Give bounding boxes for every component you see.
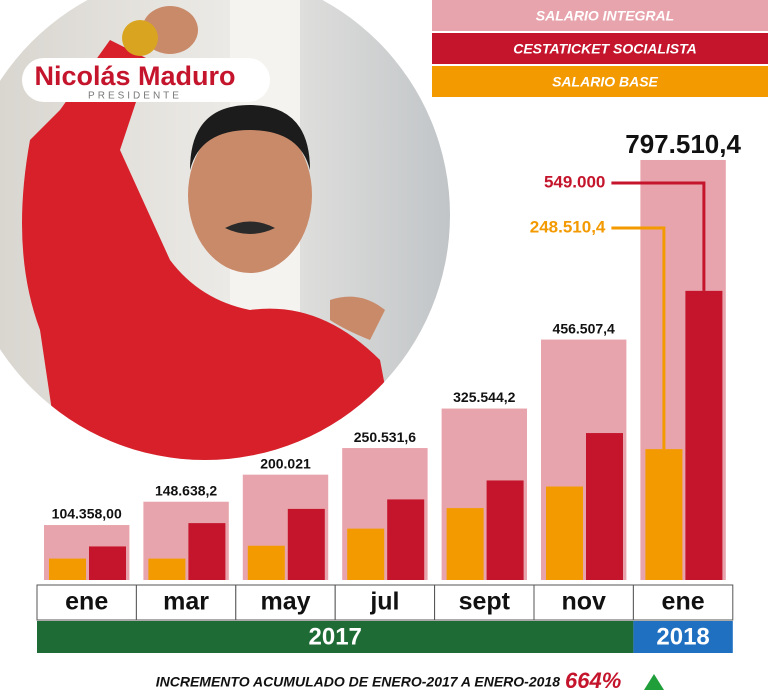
- year-label: 2018: [656, 623, 709, 650]
- category-cell: [36, 584, 137, 621]
- bar-base: [446, 508, 484, 580]
- logo-crest: [122, 20, 158, 56]
- category-cell: [632, 584, 734, 621]
- bar-cestaticket: [586, 433, 623, 580]
- category-cell: [334, 584, 436, 621]
- value-label: 325.544,2: [453, 389, 515, 405]
- callout-line: [611, 226, 666, 450]
- up-arrow: [644, 674, 664, 690]
- bar-base: [546, 486, 583, 580]
- value-label: 148.638,2: [155, 482, 217, 498]
- legend-swatch: [432, 66, 768, 97]
- category-label: ene: [662, 588, 705, 616]
- bar-cestaticket: [188, 523, 226, 580]
- callout-label: 549.000: [544, 172, 605, 191]
- bar-base: [148, 558, 186, 580]
- category-cell: [533, 584, 634, 621]
- year-band: [37, 621, 634, 653]
- category-label: nov: [561, 588, 606, 616]
- callout-line: [611, 181, 706, 291]
- legend-label: CESTATICKET SOCIALISTA: [513, 41, 697, 57]
- bar-cestaticket: [287, 508, 325, 580]
- bar-base: [247, 545, 285, 580]
- bar-cestaticket: [387, 499, 425, 580]
- year-label: 2017: [309, 623, 362, 650]
- legend-label: SALARIO BASE: [552, 74, 658, 90]
- category-label: sept: [459, 588, 511, 616]
- category-label: mar: [163, 588, 209, 616]
- bar-base: [347, 528, 385, 580]
- bar-base: [645, 449, 683, 580]
- legend-swatch: [432, 33, 768, 64]
- category-cell: [434, 584, 535, 621]
- footer-value: 664%: [565, 668, 621, 693]
- category-label: jul: [369, 588, 399, 616]
- value-label: 797.510,4: [625, 129, 741, 159]
- category-cell: [135, 584, 237, 621]
- value-label: 250.531,6: [354, 429, 416, 445]
- bar-cestaticket: [89, 546, 126, 580]
- category-label: ene: [65, 588, 108, 616]
- bar-cestaticket: [685, 290, 723, 580]
- category-label: may: [260, 588, 310, 616]
- footer-text: INCREMENTO ACUMULADO DE ENERO-2017 A ENE…: [156, 674, 560, 690]
- value-label: 104.358,00: [52, 506, 122, 522]
- legend-swatch: [432, 0, 768, 31]
- logo-box: [22, 58, 270, 102]
- year-band: [633, 621, 733, 653]
- value-label: 200.021: [260, 455, 311, 471]
- logo-name: Nicolás Maduro: [34, 61, 235, 91]
- bar-base: [49, 558, 86, 580]
- callout-label: 248.510,4: [530, 217, 606, 236]
- legend-label: SALARIO INTEGRAL: [536, 8, 674, 24]
- bar-cestaticket: [486, 480, 524, 580]
- logo-role: PRESIDENTE: [88, 91, 182, 102]
- value-label: 456.507,4: [553, 320, 615, 336]
